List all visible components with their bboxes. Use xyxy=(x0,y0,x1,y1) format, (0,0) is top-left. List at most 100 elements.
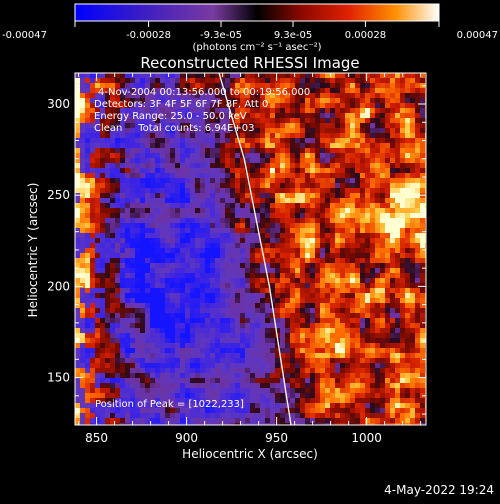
heatmap-cell xyxy=(105,253,110,258)
heatmap-cell xyxy=(400,158,405,163)
heatmap-cell xyxy=(205,353,210,358)
heatmap-cell xyxy=(145,418,150,423)
heatmap-cell xyxy=(240,168,245,173)
heatmap-cell xyxy=(400,108,405,113)
heatmap-cell xyxy=(165,263,170,268)
heatmap-cell xyxy=(385,123,390,128)
heatmap-cell xyxy=(225,223,230,228)
heatmap-cell xyxy=(395,378,400,383)
heatmap-cell xyxy=(90,198,95,203)
heatmap-cell xyxy=(360,168,365,173)
heatmap-cell xyxy=(315,273,320,278)
heatmap-cell xyxy=(100,198,105,203)
heatmap-cell xyxy=(170,338,175,343)
heatmap-cell xyxy=(110,328,115,333)
heatmap-cell xyxy=(145,193,150,198)
heatmap-cell xyxy=(400,333,405,338)
heatmap-cell xyxy=(115,73,120,78)
heatmap-cell xyxy=(215,333,220,338)
heatmap-cell xyxy=(365,233,370,238)
heatmap-cell xyxy=(370,383,375,388)
heatmap-cell xyxy=(200,263,205,268)
heatmap-cell xyxy=(190,158,195,163)
heatmap-cell xyxy=(410,383,415,388)
heatmap-cell xyxy=(185,383,190,388)
heatmap-cell xyxy=(150,298,155,303)
heatmap-cell xyxy=(250,363,255,368)
heatmap-cell xyxy=(170,273,175,278)
heatmap-cell xyxy=(205,243,210,248)
heatmap-cell xyxy=(195,258,200,263)
heatmap-cell xyxy=(265,163,270,168)
heatmap-cell xyxy=(230,73,235,78)
heatmap-cell xyxy=(400,193,405,198)
heatmap-cell xyxy=(180,303,185,308)
heatmap-cell xyxy=(335,398,340,403)
heatmap-cell xyxy=(95,223,100,228)
heatmap-cell xyxy=(405,378,410,383)
heatmap-cell xyxy=(255,193,260,198)
heatmap-cell xyxy=(270,333,275,338)
heatmap-cell xyxy=(420,248,425,253)
heatmap-cell xyxy=(410,93,415,98)
heatmap-cell xyxy=(295,158,300,163)
heatmap-cell xyxy=(360,148,365,153)
heatmap-cell xyxy=(395,308,400,313)
heatmap-cell xyxy=(235,343,240,348)
heatmap-cell xyxy=(335,93,340,98)
heatmap-cell xyxy=(310,168,315,173)
heatmap-cell xyxy=(290,308,295,313)
heatmap-cell xyxy=(405,188,410,193)
heatmap-cell xyxy=(265,418,270,423)
heatmap-cell xyxy=(265,78,270,83)
heatmap-cell xyxy=(75,143,80,148)
heatmap-cell xyxy=(115,213,120,218)
heatmap-cell xyxy=(395,203,400,208)
heatmap-cell xyxy=(300,223,305,228)
heatmap-cell xyxy=(405,243,410,248)
heatmap-cell xyxy=(395,288,400,293)
heatmap-cell xyxy=(145,168,150,173)
heatmap-cell xyxy=(305,348,310,353)
heatmap-cell xyxy=(365,198,370,203)
heatmap-cell xyxy=(210,153,215,158)
heatmap-cell xyxy=(240,228,245,233)
heatmap-cell xyxy=(325,178,330,183)
heatmap-cell xyxy=(410,313,415,318)
heatmap-cell xyxy=(310,118,315,123)
heatmap-cell xyxy=(300,258,305,263)
heatmap-cell xyxy=(285,318,290,323)
heatmap-cell xyxy=(230,223,235,228)
heatmap-cell xyxy=(255,118,260,123)
heatmap-cell xyxy=(350,333,355,338)
heatmap-cell xyxy=(375,148,380,153)
heatmap-cell xyxy=(140,343,145,348)
heatmap-cell xyxy=(390,218,395,223)
heatmap-cell xyxy=(155,208,160,213)
heatmap-cell xyxy=(345,143,350,148)
heatmap-cell xyxy=(80,178,85,183)
heatmap-cell xyxy=(295,258,300,263)
heatmap-cell xyxy=(395,358,400,363)
heatmap-cell xyxy=(220,393,225,398)
heatmap-cell xyxy=(115,323,120,328)
heatmap-cell xyxy=(175,258,180,263)
heatmap-cell xyxy=(120,298,125,303)
heatmap-cell xyxy=(160,258,165,263)
heatmap-cell xyxy=(305,208,310,213)
heatmap-cell xyxy=(270,163,275,168)
heatmap-cell xyxy=(405,163,410,168)
heatmap-cell xyxy=(370,238,375,243)
heatmap-cell xyxy=(100,363,105,368)
heatmap-cell xyxy=(355,293,360,298)
heatmap-cell xyxy=(315,168,320,173)
heatmap-cell xyxy=(265,238,270,243)
heatmap-cell xyxy=(185,173,190,178)
heatmap-cell xyxy=(250,298,255,303)
heatmap-cell xyxy=(390,363,395,368)
heatmap-cell xyxy=(390,73,395,78)
heatmap-cell xyxy=(120,158,125,163)
heatmap-cell xyxy=(410,413,415,418)
heatmap-cell xyxy=(120,348,125,353)
heatmap-cell xyxy=(110,338,115,343)
